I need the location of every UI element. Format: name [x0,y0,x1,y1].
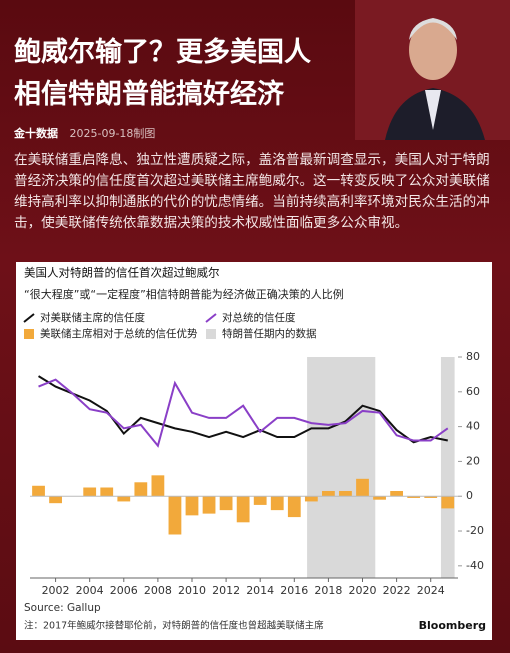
shaded-range [307,357,376,578]
legend-swatch [24,329,34,339]
shaded-range [440,357,455,578]
paragraph: 在美联储重启降息、独立性遭质疑之际，盖洛普最新调查显示，美国人对于特朗普经济决策… [14,152,490,231]
legend-label: 美联储主席相对于总统的信任优势 [40,327,198,340]
y-tick-label: 60 [466,385,480,398]
byline: 金十数据 2025-09-18制图 [14,125,155,141]
legend-label: 对美联储主席的信任度 [40,311,145,324]
bar [32,485,45,497]
x-tick-label: 2022 [383,584,411,597]
bar [117,496,131,502]
x-tick-label: 2002 [42,584,70,597]
x-tick-label: 2004 [76,584,104,597]
legend-swatch [206,329,216,339]
y-tick-label: 80 [466,350,480,363]
bar [304,496,318,502]
chart-subtitle: “很大程度”或“一定程度”相信特朗普能为经济做正确决策的人比例 [24,287,344,301]
legend-label: 对总统的信任度 [222,311,296,324]
bar [202,496,216,514]
x-tick-label: 2008 [144,584,172,597]
chart-title: 美国人对特朗普的信任首次超过鲍威尔 [24,266,220,280]
bar [151,475,165,497]
x-tick-label: 2014 [246,584,274,597]
x-tick-label: 2012 [212,584,240,597]
bar [424,496,438,498]
bar [100,487,114,497]
bar [185,496,199,516]
y-tick-label: 0 [466,489,473,502]
bar [356,478,369,497]
bar [168,496,182,535]
brand: Bloomberg [419,619,486,632]
title-line: 鲍威尔输了？更多美国人 [14,37,311,68]
x-tick-label: 2024 [417,584,445,597]
note: 注：2017年鲍威尔接替耶伦前，对特朗普的信任度也曾超越美联储主席 [24,620,324,632]
y-tick-label: -40 [466,559,484,572]
bar [339,490,352,497]
x-tick-label: 2010 [178,584,206,597]
bar [441,496,455,509]
bar [83,487,97,497]
source: Source: Gallup [24,602,101,614]
bar [287,496,301,518]
y-tick-label: 20 [466,454,480,467]
bar [236,496,250,523]
bar [219,496,233,511]
line [38,378,449,448]
x-tick-label: 2006 [110,584,138,597]
bar [49,496,62,504]
bar [322,490,335,497]
x-tick-label: 2020 [349,584,377,597]
portrait [355,0,510,140]
bar [373,496,386,500]
title-line: 相信特朗普能搞好经济 [14,79,284,110]
x-tick-label: 2016 [280,584,308,597]
bar [134,482,148,497]
bar [253,496,267,505]
chart-card: 美国人对特朗普的信任首次超过鲍威尔 “很大程度”或“一定程度”相信特朗普能为经济… [16,262,492,640]
legend-label: 特朗普任期内的数据 [222,327,317,340]
logo: 金十数据 [14,127,58,140]
legend-swatch [205,313,217,323]
x-tick-label: 2018 [314,584,342,597]
legend-swatch [23,313,35,323]
bar [390,490,404,497]
line [38,375,448,444]
bar [270,496,284,511]
y-tick-label: -20 [466,524,484,537]
bar [407,496,421,498]
y-tick-label: 40 [466,420,480,433]
date: 2025-09-18制图 [69,127,156,140]
